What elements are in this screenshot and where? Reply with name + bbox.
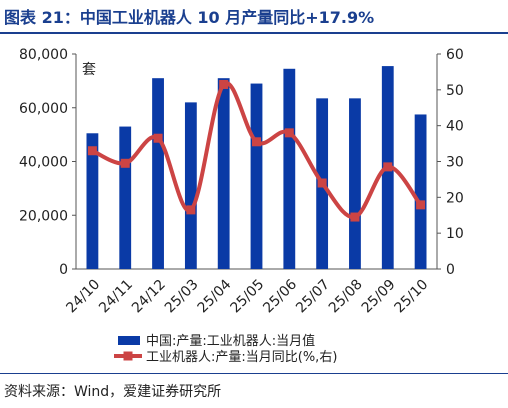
x-tick-label: 24/11	[96, 277, 136, 317]
line-point	[284, 128, 294, 138]
x-tick-label: 25/06	[260, 276, 300, 316]
right-tick-label: 20	[446, 190, 464, 206]
x-tick-label: 25/04	[195, 276, 235, 316]
bar	[184, 102, 197, 269]
bar	[119, 126, 132, 269]
x-tick-label: 25/09	[359, 277, 399, 317]
x-tick-label: 25/07	[293, 277, 333, 317]
left-tick-label: 60,000	[19, 101, 68, 117]
left-tick-label: 20,000	[19, 208, 68, 224]
bar	[152, 78, 164, 269]
line-point	[186, 205, 196, 215]
chart-title: 图表 21：中国工业机器人 10 月产量同比+17.9%	[4, 8, 375, 27]
legend-swatch-marker	[123, 351, 133, 361]
right-tick-label: 10	[446, 226, 464, 242]
right-tick-label: 60	[446, 47, 464, 63]
bar-series	[86, 66, 427, 269]
line-series	[87, 79, 426, 222]
chart: 0 20,000 40,000 60,000 80,000 0 10 20 30 40 50 60 24…	[19, 47, 464, 365]
left-tick-label: 0	[59, 262, 68, 278]
line-point	[416, 200, 426, 210]
bar	[86, 133, 99, 269]
line-point	[252, 137, 261, 147]
legend-label-bar: 中国:产量:工业机器人:当月值	[146, 333, 315, 349]
x-tick-label: 24/12	[129, 277, 169, 317]
bar	[414, 114, 427, 269]
x-tick-label: 25/08	[326, 277, 366, 317]
x-tick-label: 25/10	[392, 277, 432, 317]
bar	[283, 68, 296, 269]
right-tick-label: 50	[446, 83, 464, 99]
line-point	[120, 158, 130, 168]
source-note: 资料来源：Wind，爱建证券研究所	[4, 384, 222, 400]
left-tick-label: 40,000	[19, 155, 68, 171]
bar	[217, 78, 230, 269]
bar	[349, 98, 361, 269]
bar	[250, 83, 263, 269]
legend-swatch-bar	[118, 336, 140, 345]
line-point	[219, 79, 229, 89]
x-tick-label: 24/10	[63, 277, 103, 317]
right-tick-label: 30	[446, 155, 464, 171]
line-point	[317, 178, 327, 188]
line-point	[87, 146, 97, 156]
x-tick-label: 25/03	[162, 277, 202, 317]
source-divider	[0, 373, 508, 374]
tick-labels: 0 20,000 40,000 60,000 80,000 0 10 20 30 40 50 60 24…	[19, 47, 464, 316]
right-tick-label: 40	[446, 119, 464, 135]
line-point	[383, 162, 393, 172]
x-tick-label: 25/05	[227, 277, 267, 317]
line-point	[350, 212, 360, 222]
left-tick-label: 80,000	[19, 47, 68, 63]
title-divider	[0, 32, 508, 34]
line-point	[153, 133, 163, 143]
unit-label: 套	[82, 62, 96, 78]
right-tick-label: 0	[446, 262, 455, 278]
legend-label-line: 工业机器人:产量:当月同比(%,右)	[146, 350, 337, 365]
